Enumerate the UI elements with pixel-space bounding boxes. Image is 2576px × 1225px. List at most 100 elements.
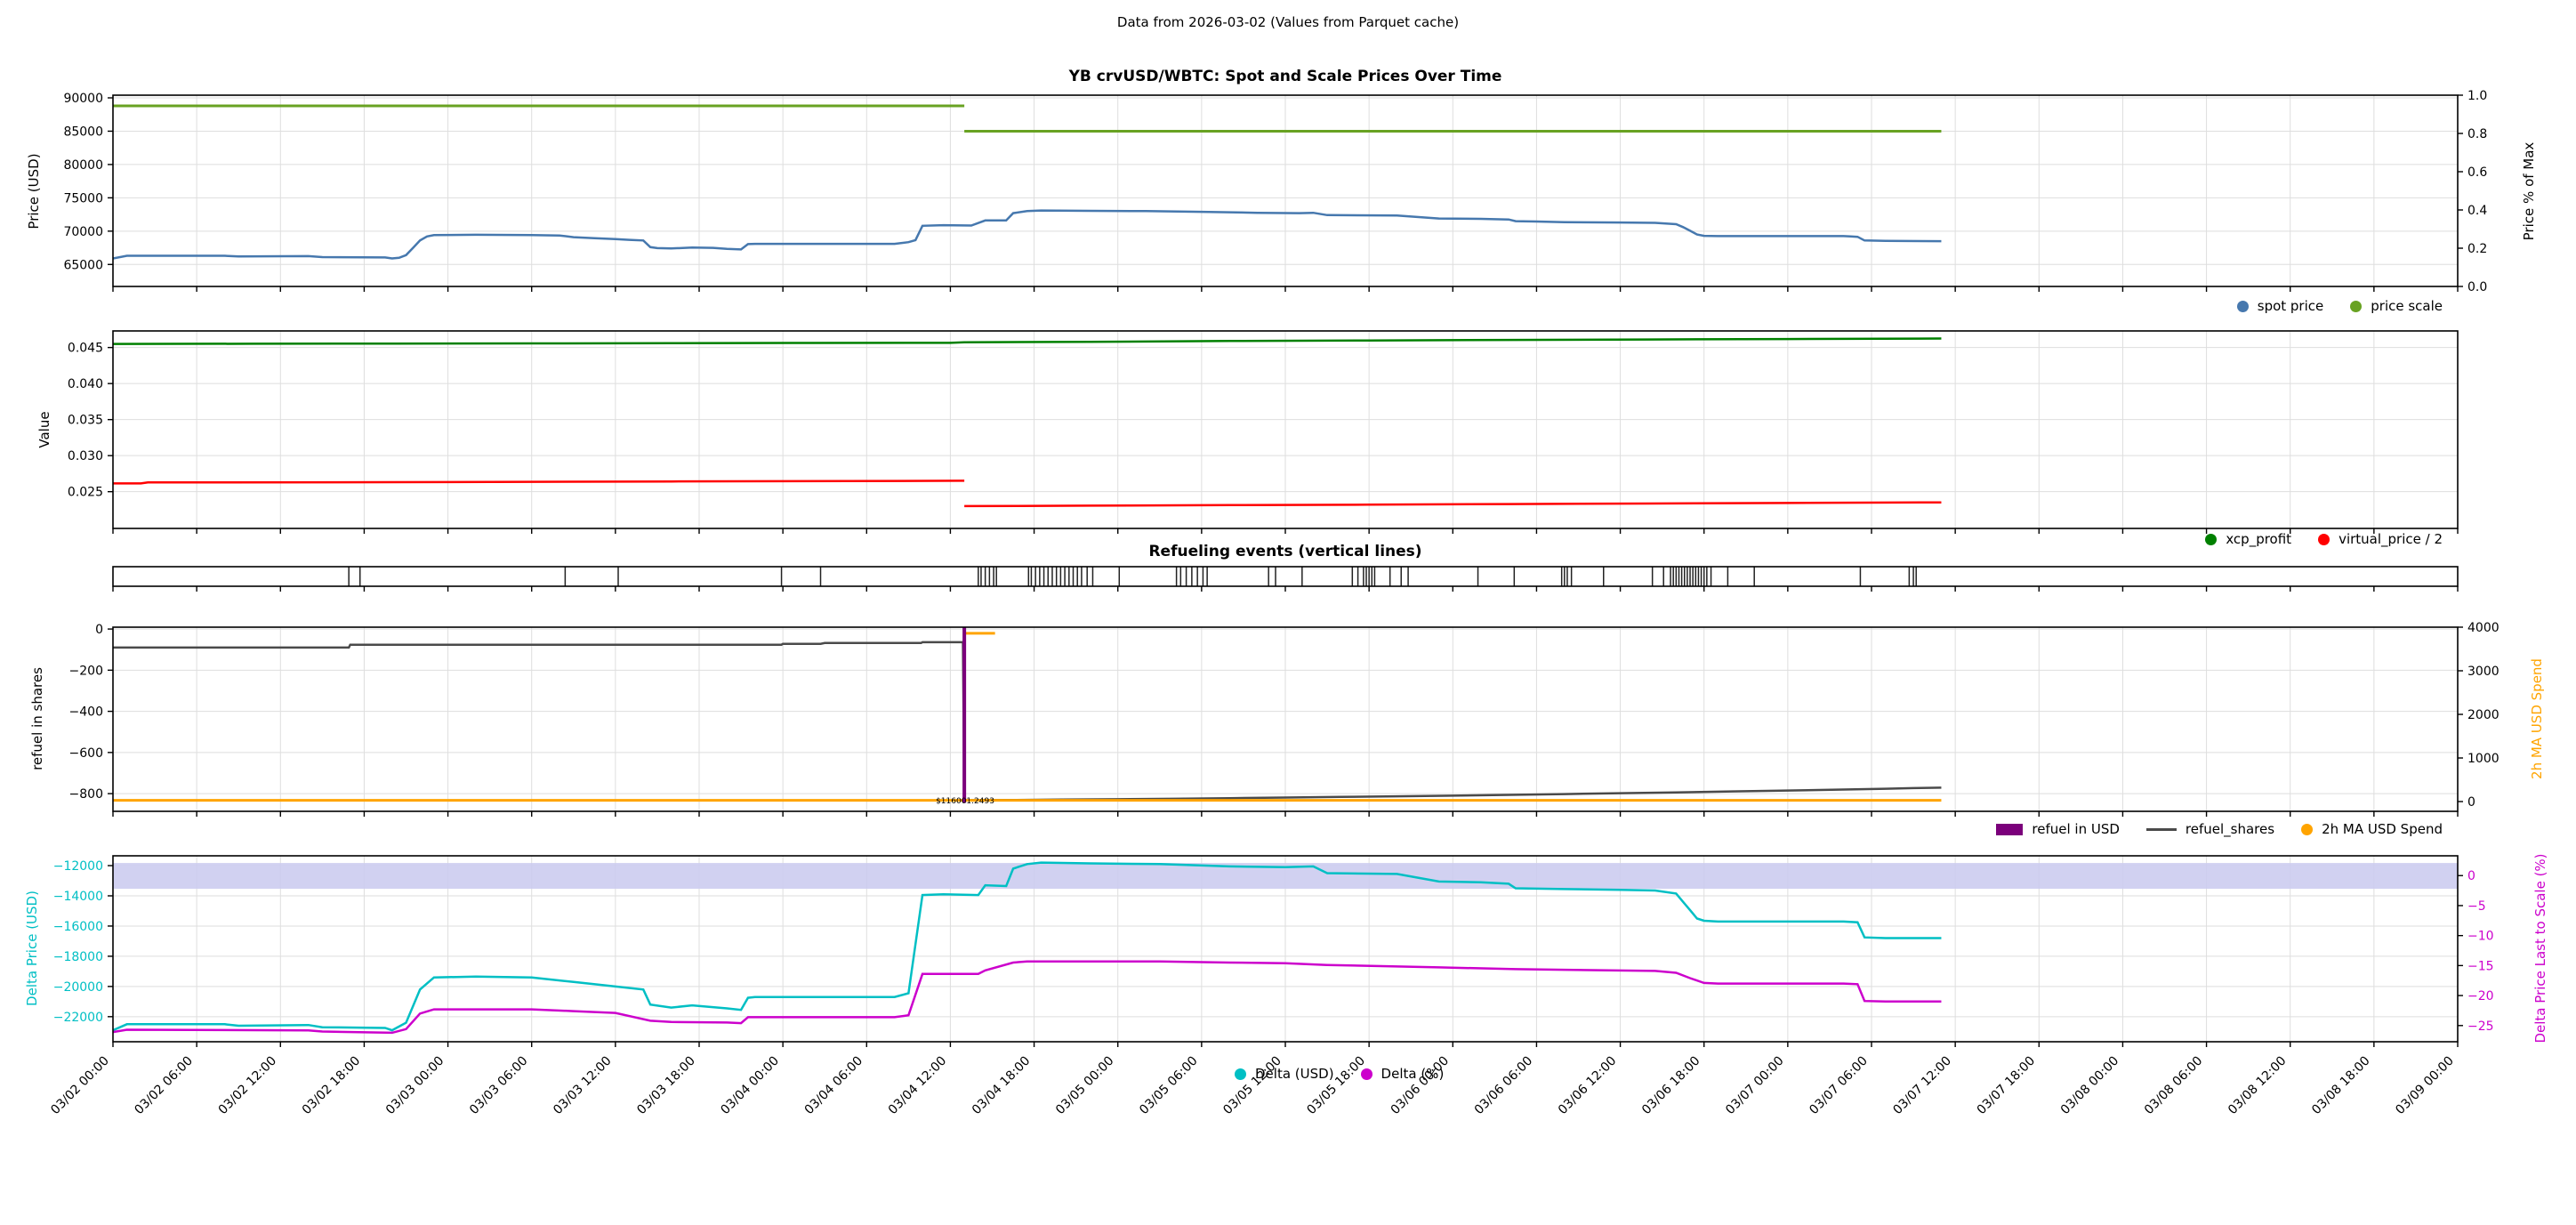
svg-text:03/06 12:00: 03/06 12:00 [1556,1054,1620,1118]
svg-text:03/05 12:00: 03/05 12:00 [1220,1054,1284,1118]
svg-text:03/07 18:00: 03/07 18:00 [1975,1054,2039,1118]
svg-text:03/02 00:00: 03/02 00:00 [48,1054,112,1118]
refuel-bar-annotation: $116001.2493 [936,797,994,806]
svg-text:90000: 90000 [63,92,103,106]
xcp-profit-marker-icon [2205,533,2218,545]
svg-text:3000: 3000 [2467,665,2500,679]
svg-text:−12000: −12000 [53,859,103,874]
svg-text:4000: 4000 [2467,621,2500,635]
svg-text:03/03 18:00: 03/03 18:00 [634,1054,698,1118]
legend-label: xcp_profit [2226,531,2292,547]
delta-pct-marker-icon [1360,1068,1373,1080]
svg-text:1.0: 1.0 [2467,89,2487,103]
legend-label: Delta (USD) [1255,1066,1334,1082]
svg-text:0.0: 0.0 [2467,280,2487,294]
svg-text:−10: −10 [2467,930,2494,944]
svg-text:−600: −600 [69,746,103,761]
legend-item-spot-price: spot price [2236,298,2324,314]
legend-label: refuel in USD [2032,821,2120,837]
svg-text:0.4: 0.4 [2467,204,2487,218]
legend-item-price-scale: price scale [2350,298,2443,314]
svg-text:03/07 12:00: 03/07 12:00 [1890,1054,1954,1118]
svg-text:0.040: 0.040 [68,377,103,391]
svg-text:0.8: 0.8 [2467,127,2487,141]
prices-panel-title: YB crvUSD/WBTC: Spot and Scale Prices Ov… [1068,68,1502,85]
svg-text:03/04 06:00: 03/04 06:00 [802,1054,866,1118]
events-panel-title: Refueling events (vertical lines) [1148,543,1422,560]
ma-spend-marker-icon [2301,823,2314,835]
svg-text:03/08 06:00: 03/08 06:00 [2142,1054,2206,1118]
svg-text:0.2: 0.2 [2467,242,2487,256]
delta-legend: Delta (USD) Delta (%) [1235,1066,1444,1082]
legend-item-virtual-price: virtual_price / 2 [2318,531,2443,547]
svg-text:03/09 00:00: 03/09 00:00 [2393,1054,2457,1118]
legend-label: price scale [2371,298,2443,314]
legend-label: virtual_price / 2 [2339,531,2443,547]
svg-text:0: 0 [2467,795,2475,810]
svg-text:−200: −200 [69,664,103,678]
svg-text:03/02 18:00: 03/02 18:00 [300,1054,364,1118]
prices-legend: spot price price scale [2236,298,2443,314]
svg-text:03/03 00:00: 03/03 00:00 [383,1054,447,1118]
svg-text:03/02 12:00: 03/02 12:00 [216,1054,280,1118]
svg-text:03/02 06:00: 03/02 06:00 [132,1054,196,1118]
price-scale-marker-icon [2350,300,2363,312]
svg-text:85000: 85000 [63,125,103,139]
refuel-legend: refuel in USD refuel_shares 2h MA USD Sp… [1996,821,2443,837]
virtual-price-marker-icon [2318,533,2330,545]
svg-text:03/08 00:00: 03/08 00:00 [2058,1054,2122,1118]
refuel-usd-marker-icon [1996,823,2024,835]
svg-text:0.045: 0.045 [68,342,103,356]
legend-item-refuel-shares: refuel_shares [2145,821,2274,837]
svg-text:−22000: −22000 [53,1011,103,1025]
svg-text:−20000: −20000 [53,980,103,995]
svg-text:03/06 06:00: 03/06 06:00 [1472,1054,1536,1118]
svg-text:−5: −5 [2467,899,2486,914]
svg-text:0.025: 0.025 [68,486,103,500]
legend-label: spot price [2257,298,2324,314]
svg-text:−14000: −14000 [53,890,103,904]
svg-text:70000: 70000 [63,225,103,239]
svg-text:03/07 06:00: 03/07 06:00 [1807,1054,1871,1118]
legend-item-refuel-usd: refuel in USD [1996,821,2120,837]
legend-item-delta-pct: Delta (%) [1360,1066,1445,1082]
legend-item-delta-usd: Delta (USD) [1235,1066,1334,1082]
svg-text:2000: 2000 [2467,708,2500,722]
delta-usd-marker-icon [1235,1068,1246,1080]
svg-text:−15: −15 [2467,959,2494,973]
legend-label: 2h MA USD Spend [2322,821,2443,837]
svg-text:65000: 65000 [63,258,103,272]
legend-item-xcp-profit: xcp_profit [2205,531,2291,547]
legend-item-ma-spend: 2h MA USD Spend [2301,821,2443,837]
svg-text:03/05 00:00: 03/05 00:00 [1053,1054,1117,1118]
value-legend: xcp_profit virtual_price / 2 [2205,531,2443,547]
figure-suptitle: Data from 2026-03-02 (Values from Parque… [1116,14,1460,30]
svg-text:−400: −400 [69,705,103,720]
svg-text:03/03 06:00: 03/03 06:00 [467,1054,531,1118]
svg-text:03/03 12:00: 03/03 12:00 [551,1054,615,1118]
svg-text:03/06 18:00: 03/06 18:00 [1639,1054,1703,1118]
svg-text:−25: −25 [2467,1019,2494,1034]
svg-text:−20: −20 [2467,989,2494,1003]
svg-text:80000: 80000 [63,158,103,173]
svg-text:1000: 1000 [2467,752,2500,766]
svg-text:03/04 00:00: 03/04 00:00 [718,1054,782,1118]
svg-text:03/04 12:00: 03/04 12:00 [886,1054,950,1118]
svg-text:75000: 75000 [63,191,103,206]
svg-text:−800: −800 [69,787,103,802]
svg-text:03/05 18:00: 03/05 18:00 [1304,1054,1368,1118]
svg-text:03/05 06:00: 03/05 06:00 [1137,1054,1201,1118]
refuel-shares-marker-icon [2145,827,2177,831]
svg-text:0: 0 [95,623,103,637]
svg-text:−16000: −16000 [53,920,103,934]
svg-text:0: 0 [2467,869,2475,883]
legend-label: Delta (%) [1381,1066,1445,1082]
svg-text:0.030: 0.030 [68,449,103,463]
svg-text:03/06 00:00: 03/06 00:00 [1389,1054,1453,1118]
svg-text:03/07 00:00: 03/07 00:00 [1723,1054,1787,1118]
svg-text:03/08 12:00: 03/08 12:00 [2226,1054,2290,1118]
svg-text:03/08 18:00: 03/08 18:00 [2309,1054,2373,1118]
svg-text:03/04 18:00: 03/04 18:00 [970,1054,1034,1118]
